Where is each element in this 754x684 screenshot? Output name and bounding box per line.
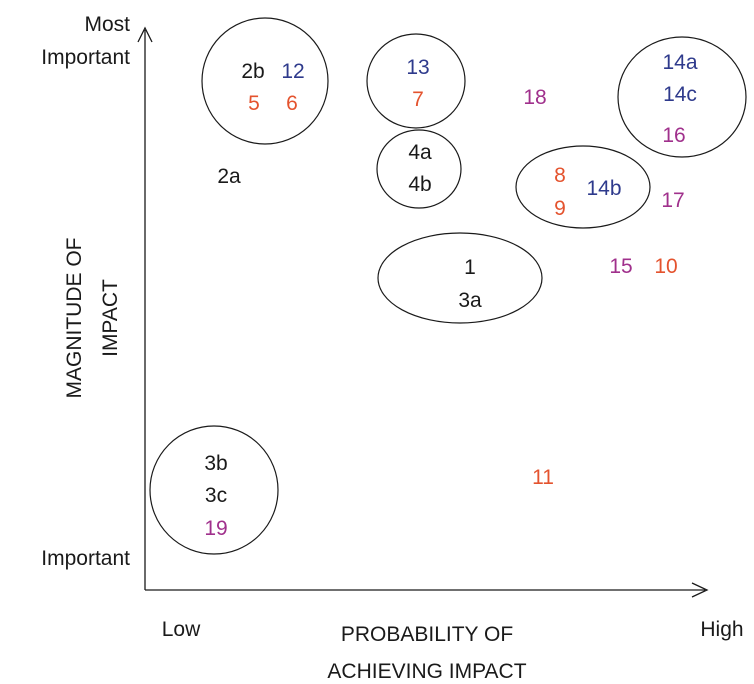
item-11: 11 bbox=[532, 466, 554, 489]
item-19: 19 bbox=[204, 517, 227, 540]
item-3a: 3a bbox=[458, 289, 482, 312]
y-title-line1: MAGNITUDE OF bbox=[63, 238, 86, 399]
axes bbox=[137, 26, 709, 598]
axis-labels: Most Important Important Low High PROBAB… bbox=[41, 13, 743, 683]
item-4b: 4b bbox=[408, 173, 431, 196]
x-title-line2: ACHIEVING IMPACT bbox=[327, 660, 526, 683]
y-bottom-label: Important bbox=[41, 547, 130, 570]
item-13: 13 bbox=[406, 56, 429, 79]
item-labels: 2b 12 5 6 13 7 18 14a 14c 16 4a 4b 2a 8 … bbox=[204, 51, 698, 540]
item-9: 9 bbox=[554, 197, 566, 220]
item-14c: 14c bbox=[663, 83, 697, 106]
item-15: 15 bbox=[609, 255, 632, 278]
group-circle-4a-4b bbox=[376, 129, 462, 209]
item-4a: 4a bbox=[408, 141, 432, 164]
y-axis-arrowhead bbox=[137, 26, 153, 43]
group-ellipse-8-9-14b bbox=[515, 145, 651, 229]
y-top-label-line1: Most bbox=[84, 13, 130, 36]
item-14b: 14b bbox=[586, 177, 621, 200]
y-top-label-line2: Important bbox=[41, 46, 130, 69]
item-10: 10 bbox=[654, 255, 677, 278]
group-ellipse-1-3a bbox=[377, 232, 543, 324]
group-circle-13-7 bbox=[366, 33, 466, 129]
group-circle-3b-3c-19 bbox=[149, 425, 279, 555]
item-5: 5 bbox=[248, 92, 260, 115]
group-ellipses bbox=[149, 17, 747, 555]
item-2a: 2a bbox=[217, 165, 241, 188]
x-high-label: High bbox=[700, 618, 743, 641]
item-3b: 3b bbox=[204, 452, 227, 475]
x-axis-arrowhead bbox=[691, 582, 709, 598]
item-14a: 14a bbox=[662, 51, 697, 74]
group-circle-14a-14c-16 bbox=[617, 36, 747, 158]
item-7: 7 bbox=[412, 88, 424, 111]
item-12: 12 bbox=[281, 60, 304, 83]
x-title-line1: PROBABILITY OF bbox=[341, 623, 513, 646]
item-18: 18 bbox=[523, 86, 546, 109]
item-17: 17 bbox=[661, 189, 684, 212]
item-1: 1 bbox=[464, 256, 476, 279]
y-title-line2: IMPACT bbox=[99, 279, 122, 357]
x-low-label: Low bbox=[162, 618, 201, 641]
item-6: 6 bbox=[286, 92, 298, 115]
group-circle-2b-12-5-6 bbox=[201, 17, 329, 145]
item-16: 16 bbox=[662, 124, 685, 147]
item-3c: 3c bbox=[205, 484, 227, 507]
item-8: 8 bbox=[554, 164, 566, 187]
item-2b: 2b bbox=[241, 60, 264, 83]
